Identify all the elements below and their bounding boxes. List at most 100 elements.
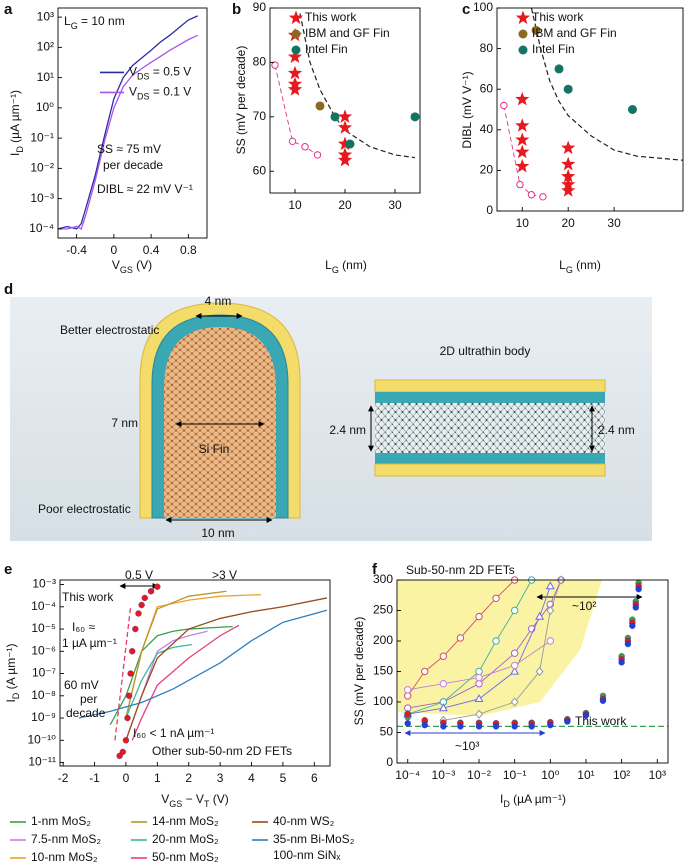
- legend-symbol: [291, 45, 301, 55]
- x-axis-label: VGS (V): [112, 258, 152, 275]
- legend-label: 50-nm MoS₂: [152, 850, 219, 864]
- data-point: [337, 136, 353, 151]
- annotation: per decade: [103, 158, 163, 172]
- legend-label: 7.5-nm MoS₂: [31, 832, 101, 846]
- y-tick-label: 250: [373, 603, 393, 617]
- y-tick-label: 10⁰: [36, 100, 54, 114]
- series-line: [125, 643, 192, 719]
- annotation: This work: [62, 590, 114, 604]
- data-point: [288, 137, 297, 146]
- data-point: [629, 622, 636, 629]
- y-tick-label: 100: [473, 0, 493, 14]
- data-point: [271, 61, 279, 69]
- y-tick-label: 70: [253, 109, 267, 123]
- legend-label: 40-nm WS₂: [273, 814, 335, 828]
- legend-label: 10-nm MoS₂: [31, 850, 98, 864]
- legend-label: Intel Fin: [532, 42, 575, 56]
- dimension-label: 2.4 nm: [598, 423, 635, 437]
- series-line: [125, 594, 261, 719]
- data-point: [510, 697, 519, 707]
- y-tick-label: 60: [253, 163, 267, 177]
- x-tick-label: 10⁻²: [467, 768, 491, 782]
- x-tick-label: 4: [248, 771, 255, 785]
- y-tick-label: 10⁻³: [32, 577, 56, 591]
- series-line: [407, 579, 533, 715]
- region-label: Poor electrostatic: [38, 502, 131, 516]
- data-point: [510, 606, 519, 615]
- data-point: [627, 105, 637, 114]
- data-point: [287, 65, 303, 80]
- data-point: [127, 670, 134, 677]
- y-tick-label: 10¹: [37, 70, 54, 84]
- x-tick-label: -2: [58, 771, 69, 785]
- data-point: [404, 711, 411, 718]
- y-axis-label: ID (A µm⁻¹): [4, 643, 21, 702]
- data-point: [410, 112, 420, 122]
- x-tick-label: 1: [154, 771, 161, 785]
- subscript: DS: [137, 72, 150, 82]
- series-line: [131, 624, 240, 741]
- data-point: [564, 718, 571, 725]
- data-point: [475, 667, 483, 676]
- text-part: = 0.5 V: [150, 65, 192, 79]
- text-part: V: [112, 258, 120, 272]
- annotation: This work: [575, 714, 627, 728]
- text-line: 100-nm SiNₓ: [273, 848, 340, 862]
- data-point: [632, 604, 639, 611]
- data-point: [511, 723, 518, 730]
- x-tick-label: 3: [217, 771, 224, 785]
- y-tick-label: 80: [253, 55, 267, 69]
- annotation: >3 V: [212, 568, 237, 582]
- x-tick-label: 30: [607, 216, 621, 230]
- bottom-oxide: [374, 463, 606, 477]
- data-point: [147, 588, 155, 595]
- panel-label: a: [4, 1, 13, 18]
- data-point: [475, 680, 483, 688]
- x-tick-label: 20: [338, 198, 352, 212]
- data-point: [421, 722, 428, 729]
- subscript: D: [503, 799, 510, 809]
- data-point: [438, 703, 448, 712]
- subscript: T: [204, 799, 210, 809]
- data-point: [582, 712, 590, 719]
- x-tick-label: 10⁻¹: [503, 768, 527, 782]
- data-point: [404, 686, 412, 694]
- data-point: [439, 652, 448, 660]
- subscript: G: [71, 21, 78, 31]
- annotation: I₆₀ ≈: [72, 620, 95, 634]
- panel-label: c: [462, 1, 470, 18]
- x-tick-label: 0.4: [143, 243, 160, 257]
- x-tick-label: 5: [280, 771, 287, 785]
- series-line: [407, 585, 551, 715]
- text-part: (V): [209, 792, 228, 806]
- y-tick-label: 80: [480, 41, 494, 55]
- annotation: ~10³: [455, 739, 479, 753]
- x-tick-label: 10⁰: [541, 768, 559, 782]
- legend-symbol: [288, 10, 304, 25]
- text-part: L: [325, 258, 332, 272]
- x-axis-label: VGS − VT (V): [161, 792, 229, 809]
- legend-symbol: [291, 29, 301, 39]
- panel-label: e: [4, 561, 12, 578]
- annotation: 0.5 V: [125, 568, 153, 582]
- y-axis-label: SS (mV per decade): [234, 46, 248, 155]
- series-line: [503, 105, 544, 198]
- x-tick-label: 30: [388, 198, 402, 212]
- data-point: [561, 183, 576, 197]
- text-part: = 10 nm: [78, 14, 125, 28]
- y-tick-label: 90: [253, 0, 267, 14]
- data-point: [545, 581, 555, 590]
- data-point: [135, 610, 142, 617]
- text-part: V: [129, 65, 137, 79]
- dimension-label: 7 nm: [111, 416, 138, 430]
- series-line: [125, 597, 327, 741]
- data-point: [515, 158, 530, 173]
- y-axis-label: ID (µA µm⁻¹): [8, 90, 25, 156]
- legend-label: IBM and GF Fin: [532, 26, 617, 40]
- text-part: (nm): [573, 258, 601, 272]
- subscript: G: [332, 265, 339, 275]
- y-tick-label: 10⁻¹¹: [28, 755, 56, 769]
- 2d-channel-lattice: [375, 403, 605, 453]
- text-part: I: [4, 699, 18, 702]
